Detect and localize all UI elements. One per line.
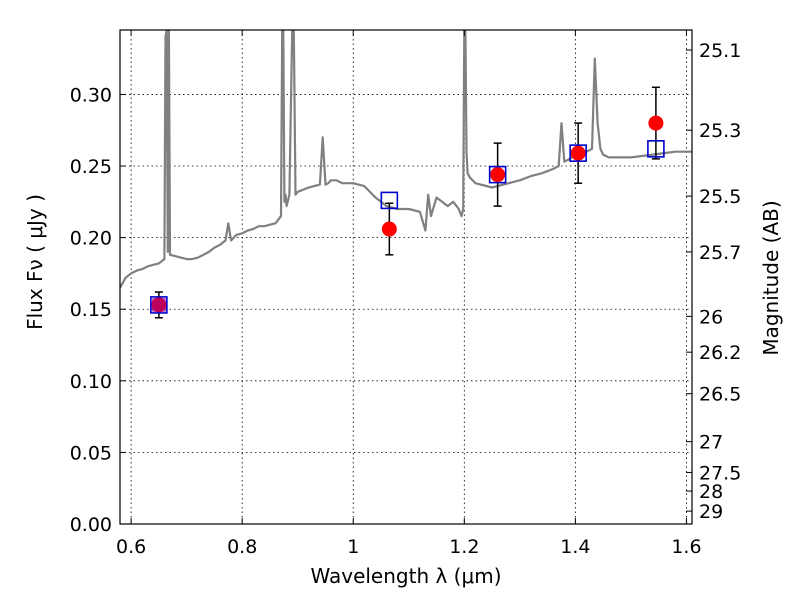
observed-point bbox=[381, 221, 397, 237]
right-tick-label: 26.5 bbox=[699, 384, 741, 406]
model-point bbox=[380, 191, 399, 210]
right-tick-label: 27.5 bbox=[699, 462, 741, 484]
plot-frame bbox=[119, 29, 693, 525]
right-tick-label: 25.1 bbox=[699, 40, 741, 62]
right-tick-label: 28 bbox=[699, 481, 723, 503]
photometry-markers bbox=[150, 86, 665, 319]
template-spectrum bbox=[120, 30, 692, 289]
x-tick-label: 0.6 bbox=[116, 536, 146, 558]
right-tick-label: 26.2 bbox=[699, 342, 741, 364]
y-tick-label: 0.15 bbox=[70, 299, 112, 321]
y-tick-label: 0.00 bbox=[70, 514, 112, 536]
x-tick-label: 1.6 bbox=[671, 536, 701, 558]
right-tick-label: 26 bbox=[699, 306, 723, 328]
y-tick-label: 0.30 bbox=[70, 84, 112, 106]
right-axis-label: Magnitude (AB) bbox=[759, 200, 783, 355]
x-tick-label: 1.2 bbox=[449, 536, 479, 558]
right-tick-label: 27 bbox=[699, 432, 723, 454]
right-tick-label: 29 bbox=[699, 501, 723, 523]
right-tick-label: 25.7 bbox=[699, 242, 741, 264]
model-point bbox=[569, 144, 587, 162]
y-tick-label: 0.25 bbox=[70, 156, 112, 178]
right-tick-label: 25.3 bbox=[699, 120, 741, 142]
grid-lines bbox=[120, 30, 692, 525]
axis-ticks: 0.6 0.8 1 1.2 1.4 1.6 0.00 0.05 0.10 0.15 0.20 0.25… bbox=[70, 30, 741, 558]
model-point bbox=[150, 296, 168, 314]
model-point bbox=[647, 140, 665, 158]
right-tick-label: 25.5 bbox=[699, 186, 741, 208]
x-axis-label: Wavelength λ (μm) bbox=[310, 564, 501, 588]
y-tick-label: 0.20 bbox=[70, 228, 112, 250]
x-tick-label: 1 bbox=[347, 536, 359, 558]
y-axis-label: Flux Fν ( μJy ) bbox=[23, 194, 47, 330]
observed-point bbox=[648, 115, 664, 131]
model-point bbox=[488, 165, 507, 184]
spectrum-line bbox=[120, 30, 692, 289]
y-tick-label: 0.05 bbox=[70, 442, 112, 464]
y-tick-label: 0.10 bbox=[70, 371, 112, 393]
x-tick-label: 1.4 bbox=[560, 536, 590, 558]
x-tick-label: 0.8 bbox=[227, 536, 257, 558]
observed-point bbox=[490, 167, 506, 183]
observed-point bbox=[570, 145, 586, 161]
overlap-highlight bbox=[151, 297, 166, 312]
